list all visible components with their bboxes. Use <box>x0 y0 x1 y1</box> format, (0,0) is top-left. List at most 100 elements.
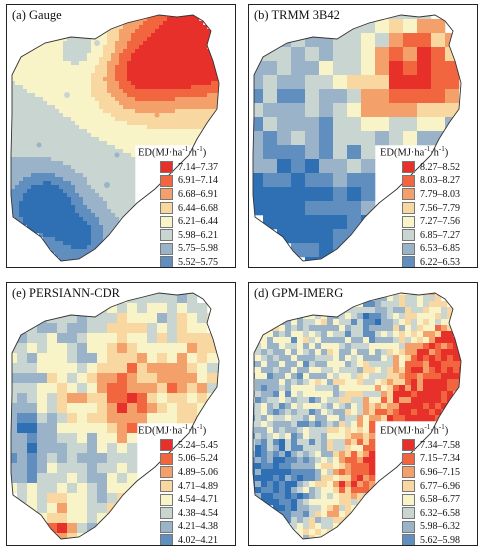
map-cell <box>119 169 124 174</box>
map-cell <box>11 453 18 464</box>
map-cell <box>441 343 448 350</box>
map-cell <box>119 37 124 42</box>
map-cell <box>297 349 304 356</box>
map-cell <box>351 475 358 482</box>
map-cell <box>315 475 322 482</box>
map-cell <box>303 415 310 422</box>
map-cell <box>115 109 120 114</box>
map-cell <box>163 141 168 146</box>
map-cell <box>321 463 328 470</box>
map-cell <box>167 101 172 106</box>
map-cell <box>39 81 44 86</box>
map-cell <box>119 89 124 94</box>
map-cell <box>103 205 108 210</box>
map-cell <box>357 427 364 434</box>
map-cell <box>393 301 400 308</box>
map-cell <box>417 319 424 326</box>
map-cell <box>99 225 104 230</box>
map-cell <box>67 121 72 126</box>
map-cell <box>163 137 168 142</box>
map-cell <box>39 73 44 78</box>
map-cell <box>15 173 20 178</box>
map-cell <box>51 113 56 118</box>
map-cell <box>67 533 78 539</box>
map-cell <box>255 433 262 440</box>
map-cell <box>43 173 48 178</box>
map-cell <box>55 213 60 218</box>
map-cell <box>195 133 200 138</box>
map-cell <box>111 197 116 202</box>
map-cell <box>285 409 292 416</box>
map-cell <box>17 393 28 404</box>
map-cell <box>435 307 442 314</box>
map-cell <box>95 69 100 74</box>
map-cell <box>291 313 298 320</box>
map-cell <box>107 129 112 134</box>
map-cell <box>363 379 370 386</box>
map-cell <box>131 145 136 150</box>
map-cell <box>39 165 44 170</box>
map-cell <box>143 85 148 90</box>
map-cell <box>17 403 28 414</box>
map-cell <box>51 237 56 242</box>
map-cell <box>51 69 56 74</box>
map-cell <box>255 373 262 380</box>
map-cell <box>163 97 168 102</box>
map-cell <box>19 109 24 114</box>
map-cell <box>79 241 84 246</box>
map-cell <box>207 81 212 86</box>
map-cell <box>97 463 108 474</box>
map-cell <box>339 343 346 350</box>
map-cell <box>103 97 108 102</box>
map-cell <box>55 185 60 190</box>
map-cell <box>333 361 340 368</box>
map-cell <box>51 245 56 250</box>
map-cell <box>119 165 124 170</box>
map-cell <box>375 379 382 386</box>
map-cell <box>171 61 176 66</box>
station-marker <box>130 68 136 74</box>
map-cell <box>67 241 72 246</box>
map-cell <box>273 391 280 398</box>
map-cell <box>63 133 68 138</box>
map-cell <box>115 53 120 58</box>
map-cell <box>87 201 92 206</box>
map-cell <box>123 205 128 210</box>
map-cell <box>19 121 24 126</box>
map-cell <box>203 37 208 42</box>
map-cell <box>103 69 108 74</box>
map-cell <box>71 89 76 94</box>
map-cell <box>43 125 48 130</box>
map-cell <box>87 109 92 114</box>
map-cell <box>35 141 40 146</box>
map-cell <box>75 105 80 110</box>
map-cell <box>163 89 168 94</box>
map-cell <box>315 427 322 434</box>
map-cell <box>47 237 52 242</box>
map-cell <box>345 355 352 362</box>
map-cell <box>23 101 28 106</box>
map-cell <box>11 363 18 374</box>
map-cell <box>267 475 274 482</box>
map-cell <box>55 49 60 54</box>
map-cell <box>167 333 178 344</box>
legend-label: 5.62–5.98 <box>420 534 460 546</box>
map-cell <box>87 383 98 394</box>
map-cell <box>95 197 100 202</box>
map-cell <box>285 343 292 350</box>
map-cell <box>51 157 56 162</box>
map-cell <box>67 125 72 130</box>
map-cell <box>267 409 274 416</box>
map-cell <box>67 233 72 238</box>
map-cell <box>75 145 80 150</box>
map-cell <box>303 439 310 446</box>
map-cell <box>103 133 108 138</box>
map-cell <box>39 93 44 98</box>
map-cell <box>37 313 48 324</box>
map-cell <box>117 453 128 464</box>
map-cell <box>23 189 28 194</box>
map-cell <box>147 41 152 46</box>
map-cell <box>369 301 376 308</box>
map-cell <box>333 331 340 338</box>
map-cell <box>67 65 72 70</box>
